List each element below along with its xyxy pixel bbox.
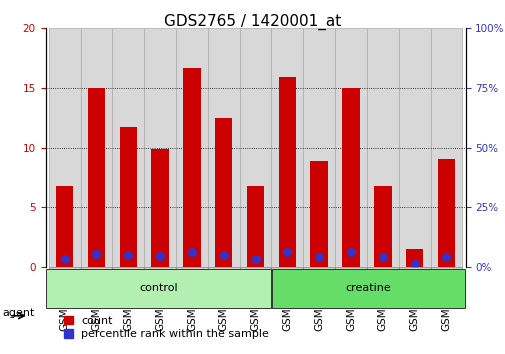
FancyBboxPatch shape [48,267,80,269]
Point [124,252,132,258]
Bar [373,185,391,267]
Bar [48,28,80,267]
Bar [183,68,200,267]
FancyBboxPatch shape [208,267,239,269]
Bar [430,28,462,267]
Bar [87,88,105,267]
Bar [56,185,73,267]
Bar [119,127,137,267]
FancyBboxPatch shape [80,267,112,269]
Bar [112,28,144,267]
Bar [310,161,327,267]
FancyBboxPatch shape [176,267,208,269]
Point [315,254,323,259]
Text: agent: agent [3,308,35,318]
Bar [239,28,271,267]
Bar [437,159,454,267]
Bar [176,28,208,267]
Bar [341,88,359,267]
Text: GDS2765 / 1420001_at: GDS2765 / 1420001_at [164,14,341,30]
FancyBboxPatch shape [239,267,271,269]
FancyBboxPatch shape [430,267,462,269]
Bar [334,28,366,267]
Bar [278,77,295,267]
Point [61,256,69,262]
Text: control: control [139,284,177,293]
FancyBboxPatch shape [302,267,334,269]
Bar [80,28,112,267]
Bar [405,249,423,267]
Bar [144,28,176,267]
Point [378,255,386,260]
Bar [366,28,398,267]
Point [92,251,100,257]
FancyBboxPatch shape [45,269,271,308]
Legend: count, percentile rank within the sample: count, percentile rank within the sample [64,316,269,339]
Point [251,256,259,262]
Point [441,255,449,260]
Bar [151,149,169,267]
Point [410,262,418,267]
Bar [271,28,302,267]
FancyBboxPatch shape [271,269,464,308]
FancyBboxPatch shape [271,267,302,269]
Point [187,249,195,255]
Point [283,249,291,255]
Bar [302,28,334,267]
Point [156,253,164,259]
FancyBboxPatch shape [144,267,176,269]
FancyBboxPatch shape [334,267,366,269]
FancyBboxPatch shape [398,267,430,269]
FancyBboxPatch shape [366,267,398,269]
Bar [246,185,264,267]
Point [346,249,355,255]
Bar [208,28,239,267]
Point [219,252,227,258]
Bar [398,28,430,267]
Bar [215,118,232,267]
Text: creatine: creatine [345,284,390,293]
FancyBboxPatch shape [112,267,144,269]
